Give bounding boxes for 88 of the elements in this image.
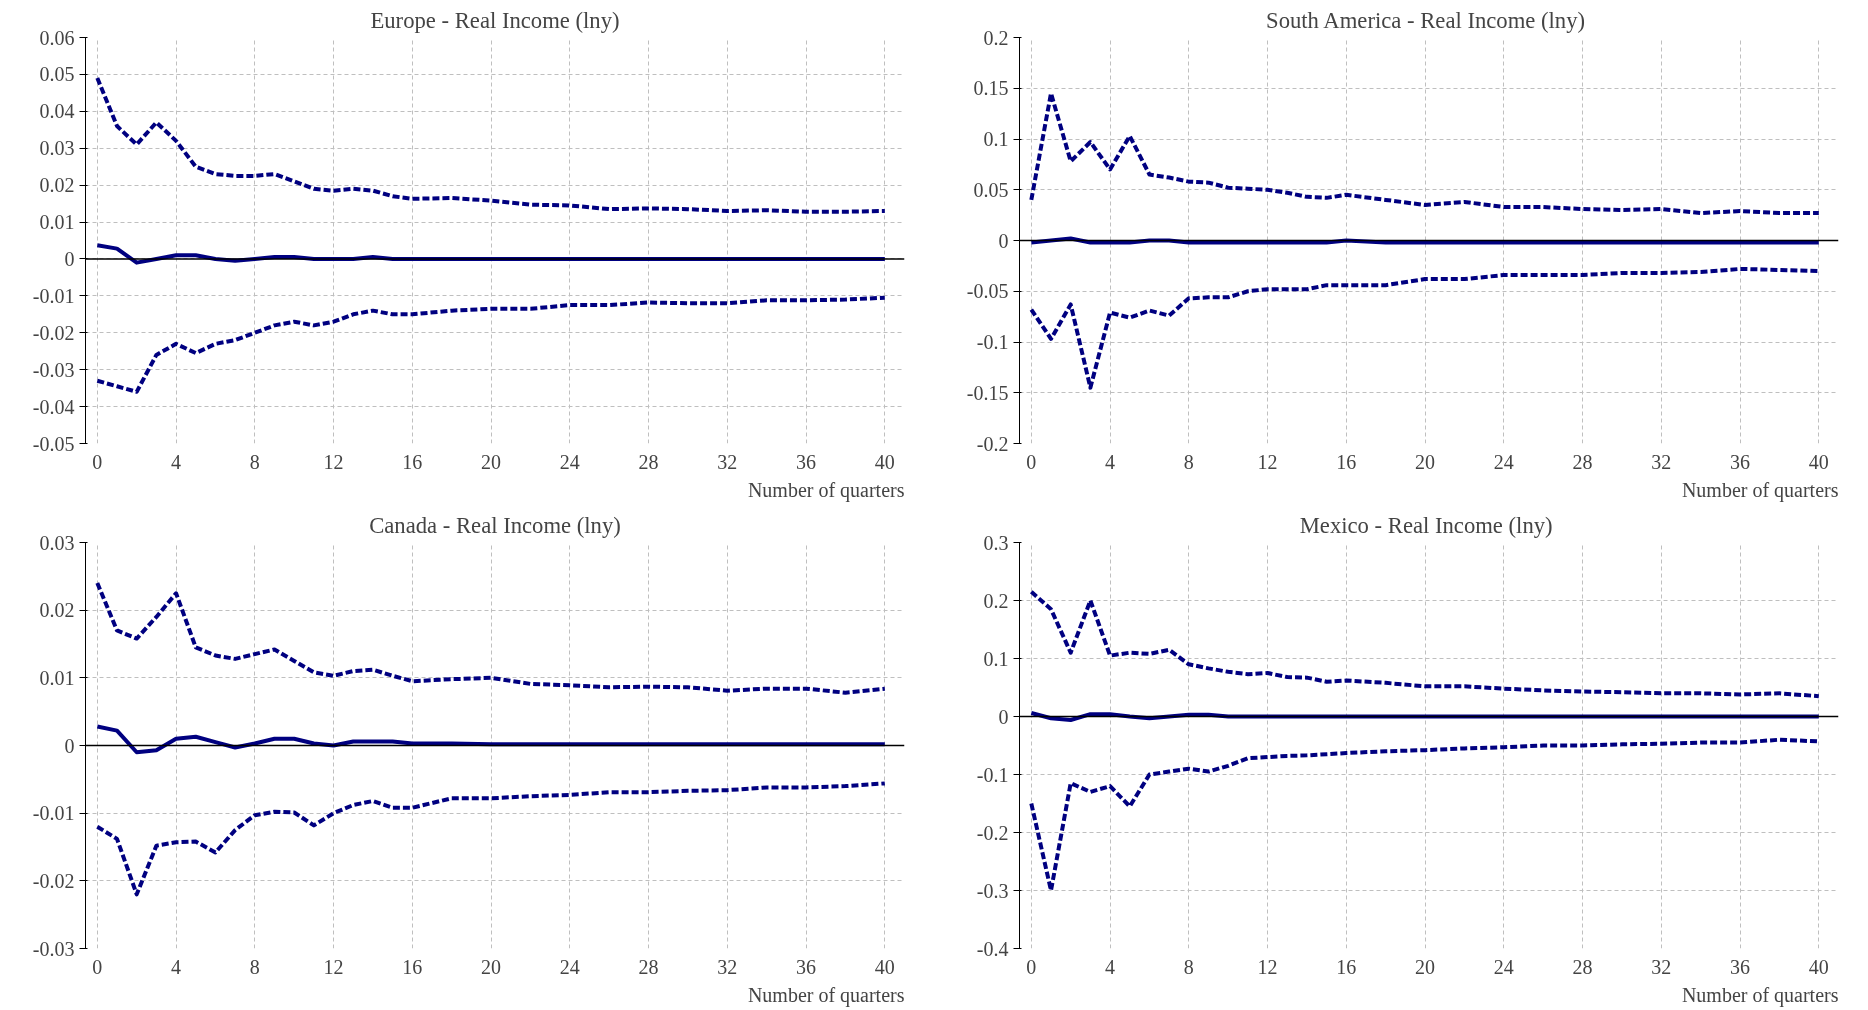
x-tick-label: 40 (1808, 955, 1829, 978)
y-tick-label: -0.3 (976, 879, 1009, 902)
y-tick-label: 0 (998, 229, 1009, 252)
x-tick-label: 20 (1415, 450, 1436, 473)
x-tick-label: 20 (481, 450, 502, 473)
y-tick-label: -0.1 (976, 763, 1009, 786)
x-tick-label: 8 (249, 955, 260, 978)
y-tick-label: 0 (64, 734, 75, 757)
y-tick-label: -0.02 (32, 869, 75, 892)
y-tick-label: -0.01 (32, 284, 75, 307)
x-tick-label: 0 (1026, 450, 1037, 473)
x-tick-label: 40 (1808, 450, 1829, 473)
y-tick-label: 0.02 (39, 599, 75, 622)
x-tick-label: 16 (1336, 450, 1357, 473)
chart-title: South America - Real Income (lny) (1266, 7, 1586, 33)
chart-title: Canada - Real Income (lny) (369, 512, 621, 538)
y-tick-label: -0.2 (976, 432, 1009, 455)
x-tick-label: 36 (796, 450, 817, 473)
x-tick-label: 32 (1651, 450, 1672, 473)
x-tick-label: 32 (717, 450, 738, 473)
x-tick-label: 20 (481, 955, 502, 978)
y-tick-label: 0.1 (983, 647, 1009, 670)
y-tick-label: -0.02 (32, 321, 75, 344)
y-tick-label: 0 (998, 705, 1009, 728)
y-tick-label: 0.01 (39, 211, 75, 234)
x-tick-label: 16 (1336, 955, 1357, 978)
x-tick-label: 36 (1730, 450, 1751, 473)
x-tick-label: 0 (92, 955, 103, 978)
x-tick-label: 16 (402, 450, 423, 473)
x-tick-label: 12 (323, 450, 344, 473)
x-tick-label: 36 (796, 955, 817, 978)
y-tick-label: 0.15 (973, 77, 1009, 100)
x-tick-label: 32 (717, 955, 738, 978)
x-tick-label: 24 (559, 955, 580, 978)
x-tick-label: 40 (874, 955, 895, 978)
x-tick-label: 28 (638, 955, 659, 978)
y-tick-label: 0.05 (973, 178, 1009, 201)
x-axis-title: Number of quarters (747, 478, 905, 502)
x-axis-title: Number of quarters (747, 983, 905, 1007)
x-tick-label: 40 (874, 450, 895, 473)
x-tick-label: 24 (559, 450, 580, 473)
y-tick-label: 0.01 (39, 666, 75, 689)
y-tick-label: -0.05 (32, 432, 75, 455)
y-tick-label: 0.1 (983, 128, 1009, 150)
x-axis-title: Number of quarters (1681, 478, 1839, 502)
y-tick-label: -0.05 (966, 280, 1009, 303)
y-tick-label: 0.02 (39, 174, 75, 197)
y-tick-label: 0 (64, 247, 75, 270)
y-tick-label: -0.01 (32, 802, 75, 825)
y-tick-label: 0.04 (39, 100, 75, 123)
x-tick-label: 8 (1183, 450, 1194, 473)
y-tick-label: -0.1 (976, 331, 1009, 353)
x-tick-label: 8 (1183, 955, 1194, 978)
x-tick-label: 4 (171, 450, 182, 473)
x-tick-label: 32 (1651, 955, 1672, 978)
x-tick-label: 4 (1105, 955, 1116, 978)
y-tick-label: 0.03 (39, 137, 75, 160)
y-tick-label: 0.3 (983, 531, 1009, 554)
y-tick-label: 0.06 (39, 26, 75, 49)
chart-title: Europe - Real Income (lny) (370, 7, 620, 33)
y-tick-label: -0.4 (976, 937, 1009, 960)
y-tick-label: -0.03 (32, 937, 75, 960)
y-tick-label: 0.2 (983, 589, 1009, 612)
x-tick-label: 8 (249, 450, 260, 473)
y-tick-label: -0.15 (966, 381, 1009, 404)
x-tick-label: 28 (1572, 450, 1593, 473)
x-tick-label: 28 (638, 450, 659, 473)
y-tick-label: -0.2 (976, 821, 1009, 844)
x-tick-label: 36 (1730, 955, 1751, 978)
x-tick-label: 0 (92, 450, 103, 473)
x-tick-label: 12 (1257, 955, 1278, 978)
x-tick-label: 28 (1572, 955, 1593, 978)
x-tick-label: 4 (171, 955, 182, 978)
x-tick-label: 4 (1105, 450, 1116, 473)
x-tick-label: 12 (323, 955, 344, 978)
x-tick-label: 20 (1415, 955, 1436, 978)
y-tick-label: -0.03 (32, 358, 75, 381)
x-tick-label: 0 (1026, 955, 1037, 978)
chart-title: Mexico - Real Income (lny) (1299, 512, 1553, 538)
y-tick-label: 0.2 (983, 26, 1009, 49)
x-axis-title: Number of quarters (1681, 983, 1839, 1007)
y-tick-label: -0.04 (32, 395, 75, 418)
x-tick-label: 12 (1257, 450, 1278, 473)
y-tick-label: 0.05 (39, 63, 75, 86)
x-tick-label: 24 (1493, 955, 1514, 978)
y-tick-label: 0.03 (39, 531, 75, 554)
x-tick-label: 24 (1493, 450, 1514, 473)
x-tick-label: 16 (402, 955, 423, 978)
